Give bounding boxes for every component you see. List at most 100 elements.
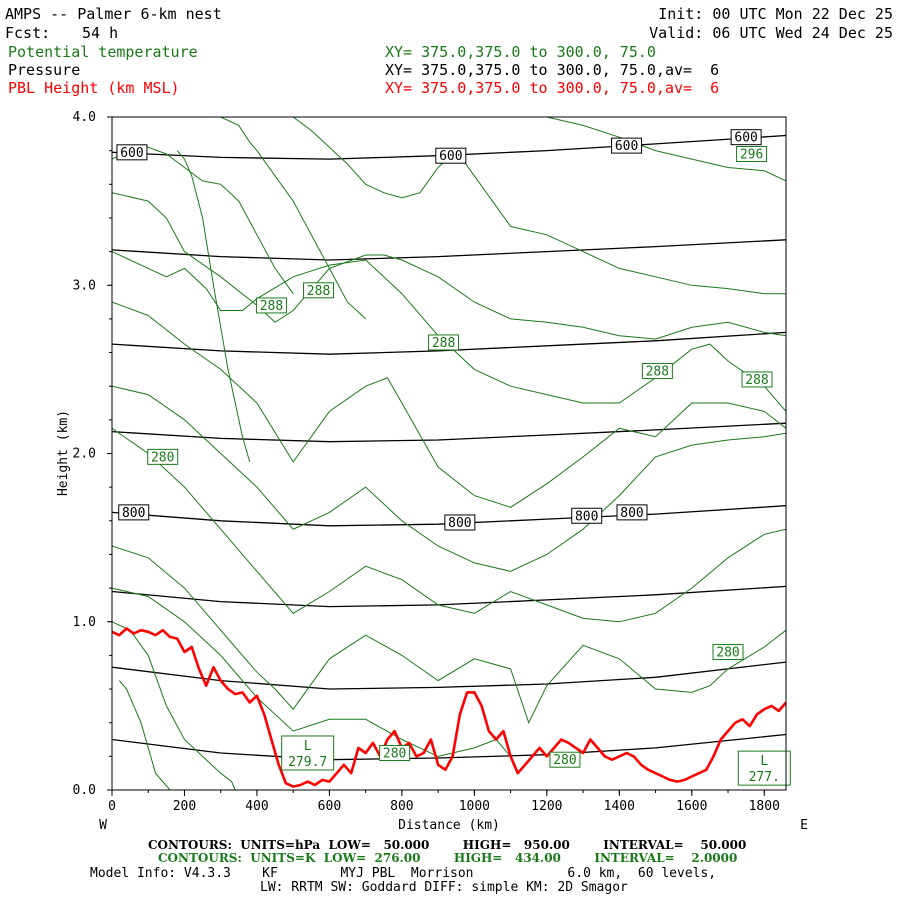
isobar-label: 800 bbox=[448, 516, 471, 531]
low-marker-value: 277. bbox=[749, 770, 780, 785]
isentrope-label-box bbox=[712, 644, 744, 661]
isobar-label-box bbox=[571, 507, 603, 524]
isentrope-label-box bbox=[379, 744, 411, 761]
isentrope-line bbox=[112, 301, 786, 508]
isentrope-label-box bbox=[736, 146, 768, 163]
valid-time: Valid: 06 UTC Wed 24 Dec 25 bbox=[649, 24, 893, 42]
chart-title: AMPS -- Palmer 6-km nest bbox=[5, 5, 222, 23]
isobar-900 bbox=[112, 733, 786, 761]
legend-field-xy: XY= 375.0,375.0 to 300.0, 75.0,av= 6 bbox=[385, 61, 719, 79]
isentrope-label: 288 bbox=[646, 365, 669, 380]
isentrope-label: 280 bbox=[151, 450, 174, 465]
low-marker-letter: L bbox=[760, 754, 768, 769]
isentrope-line bbox=[112, 192, 786, 340]
low-marker-letter: L bbox=[304, 739, 312, 754]
isentrope-line bbox=[176, 150, 251, 463]
theta-isentropes bbox=[112, 117, 786, 790]
x-axis-west-label: W bbox=[99, 818, 107, 833]
legend-field-name: Pressure bbox=[8, 61, 80, 79]
y-tick-label: 4.0 bbox=[73, 110, 96, 125]
x-tick-label: 1800 bbox=[749, 799, 780, 814]
isobar-label: 600 bbox=[734, 131, 757, 146]
isentrope-label: 288 bbox=[745, 373, 768, 388]
x-tick-label: 1200 bbox=[531, 799, 562, 814]
isentrope-label: 280 bbox=[553, 753, 576, 768]
x-tick-label: 1400 bbox=[604, 799, 635, 814]
contours-pressure-info: CONTOURS: UNITS=hPa LOW= 50.000 HIGH= 95… bbox=[148, 838, 746, 852]
isobar-label: 600 bbox=[615, 139, 638, 154]
plot-frame bbox=[111, 116, 787, 791]
isentrope-line bbox=[112, 427, 786, 623]
isentrope-label-box bbox=[741, 371, 773, 388]
isentrope-label: 288 bbox=[307, 284, 330, 299]
legend-field-name: Potential temperature bbox=[8, 43, 198, 61]
isentrope-label-box bbox=[428, 334, 460, 351]
isentrope-label: 280 bbox=[383, 746, 406, 761]
y-tick-label: 2.0 bbox=[73, 447, 96, 462]
isentrope-line bbox=[112, 621, 236, 790]
isentrope-line bbox=[220, 117, 367, 320]
x-tick-label: 0 bbox=[108, 799, 116, 814]
isentrope-label: 288 bbox=[260, 299, 283, 314]
forecast-label: Fcst: bbox=[5, 24, 50, 42]
x-tick-label: 800 bbox=[390, 799, 413, 814]
isobar-label: 800 bbox=[122, 506, 145, 521]
isentrope-label-box bbox=[641, 363, 673, 380]
contours-theta-info: CONTOURS: UNITS=K LOW= 276.00 HIGH= 434.… bbox=[158, 851, 737, 865]
field-legend: Potential temperature XY= 375.0,375.0 to … bbox=[8, 43, 719, 97]
model-info: Model Info: V4.3.3 KF MYJ PBL Morrison 6… bbox=[90, 866, 716, 881]
isobar-625 bbox=[112, 239, 786, 261]
isobar-label-box bbox=[616, 504, 648, 521]
low-marker-box bbox=[281, 735, 335, 771]
isobar-label: 800 bbox=[620, 506, 643, 521]
x-tick-label: 400 bbox=[245, 799, 268, 814]
isobar-label: 800 bbox=[575, 509, 598, 524]
low-marker-value: 279.7 bbox=[288, 755, 327, 770]
legend-field-name: PBL Height (km MSL) bbox=[8, 79, 180, 97]
isobar-label-box bbox=[435, 147, 467, 164]
isentrope-line bbox=[546, 117, 786, 182]
isobar-label: 600 bbox=[439, 149, 462, 164]
isentrope-line bbox=[112, 251, 786, 412]
isentrope-line bbox=[112, 587, 511, 757]
x-tick-label: 600 bbox=[318, 799, 341, 814]
x-axis-east-label: E bbox=[800, 818, 808, 833]
init-time: Init: 00 UTC Mon 22 Dec 25 bbox=[658, 5, 893, 23]
y-axis-label: Height (km) bbox=[56, 410, 71, 496]
isobar-label: 600 bbox=[120, 146, 143, 161]
isobar-650 bbox=[112, 331, 786, 355]
isentrope-line bbox=[112, 385, 786, 572]
isobar-label-box bbox=[730, 129, 762, 146]
isobar-label-box bbox=[444, 514, 476, 531]
contour-labels: 600 600 600 600 800 800 800 800 296 288 288 288 288 2… bbox=[116, 129, 773, 768]
legend-field-xy: XY= 375.0,375.0 to 300.0, 75.0,av= 6 bbox=[385, 79, 719, 97]
x-tick-label: 1000 bbox=[459, 799, 490, 814]
isobar-750 bbox=[112, 585, 786, 608]
isobar-label-box bbox=[116, 144, 148, 161]
x-axis-label: Distance (km) bbox=[398, 818, 500, 833]
isobar-label-box bbox=[118, 504, 150, 521]
forecast-hours: 54 h bbox=[82, 24, 118, 42]
y-tick-label: 3.0 bbox=[73, 278, 96, 293]
low-marker-box bbox=[737, 750, 791, 786]
isobar-700 bbox=[112, 422, 786, 443]
isentrope-line bbox=[118, 680, 199, 790]
isobar-label-box bbox=[611, 137, 643, 154]
isobar-800 bbox=[112, 505, 786, 527]
isentrope-line bbox=[112, 545, 786, 725]
legend-field-xy: XY= 375.0,375.0 to 300.0, 75.0 bbox=[385, 43, 656, 61]
physics-info: LW: RRTM SW: Goddard DIFF: simple KM: 2D… bbox=[260, 880, 628, 895]
y-tick-label: 1.0 bbox=[73, 615, 96, 630]
isentrope-label: 280 bbox=[716, 646, 739, 661]
isentrope-label-box bbox=[303, 282, 335, 299]
isentrope-label-box bbox=[147, 448, 179, 465]
pbl-height-line bbox=[112, 627, 786, 788]
x-tick-label: 1600 bbox=[676, 799, 707, 814]
isentrope-label-box bbox=[549, 751, 581, 768]
pbl-height-series bbox=[112, 627, 786, 788]
isentrope-label-box bbox=[255, 297, 287, 314]
isentrope-line bbox=[292, 117, 786, 295]
isentrope-label: 288 bbox=[432, 336, 455, 351]
